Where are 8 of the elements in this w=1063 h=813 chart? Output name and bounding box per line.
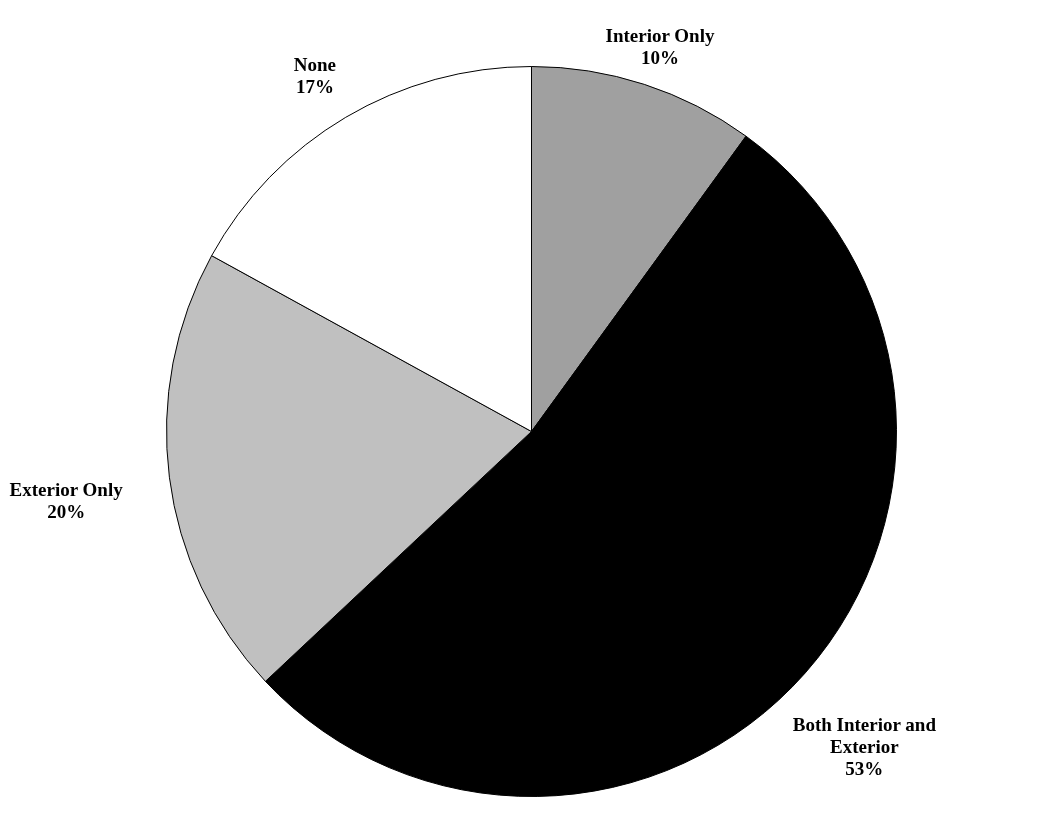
data-label: 10% [640, 47, 679, 69]
data-label: 53% [845, 757, 884, 779]
slice-label: Interior Only [605, 25, 715, 47]
slice-label: None [293, 54, 336, 76]
data-label: 20% [47, 501, 86, 523]
slice-label: Exterior Only [9, 479, 124, 501]
data-label: 17% [295, 76, 334, 98]
slice-label: Both Interior and Exterior [792, 713, 937, 757]
